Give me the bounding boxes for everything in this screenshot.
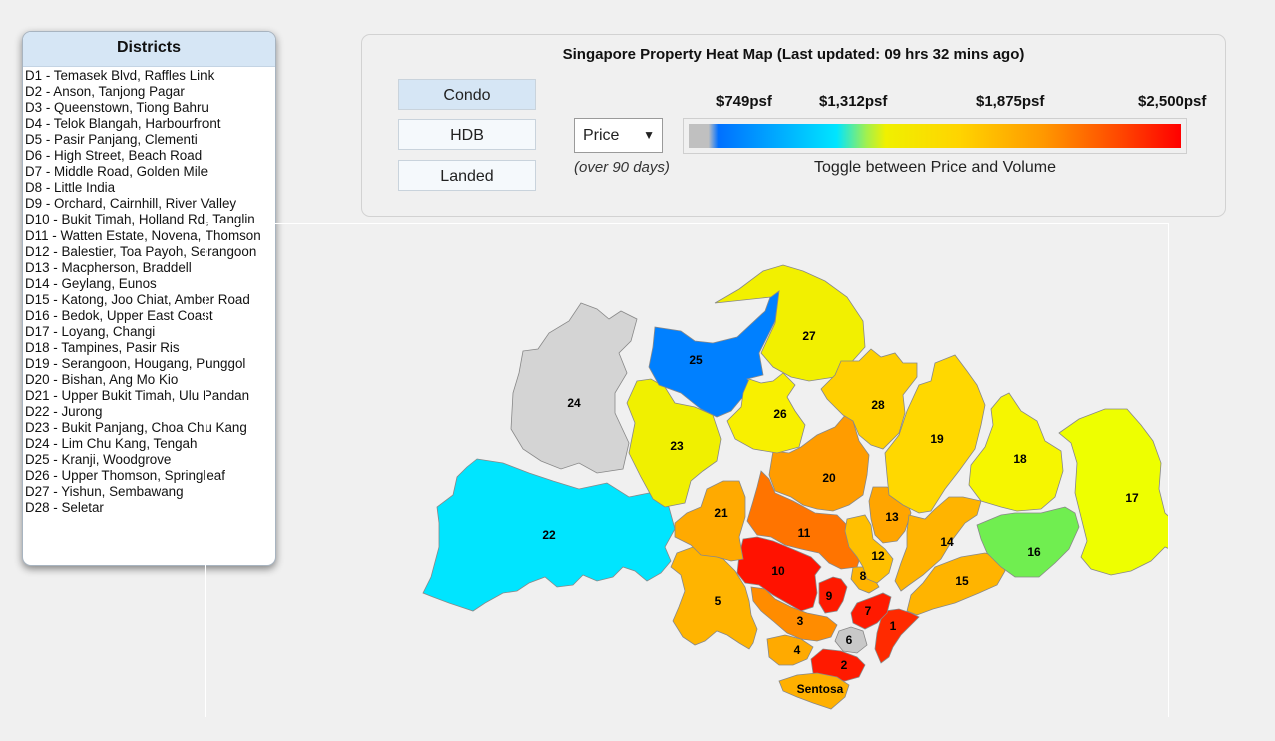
- district-list-item: D5 - Pasir Panjang, Clementi: [25, 132, 198, 147]
- district-20-region[interactable]: [768, 412, 870, 512]
- district-4-region[interactable]: [766, 634, 814, 666]
- district-9-region[interactable]: [818, 576, 848, 614]
- district-12-region[interactable]: [844, 514, 894, 584]
- district-list-item: D7 - Middle Road, Golden Mile: [25, 164, 209, 179]
- district-list-item: D28 - Seletar: [25, 500, 104, 515]
- district-24-region[interactable]: [510, 302, 638, 474]
- districts-title: Districts: [23, 32, 275, 67]
- district-list-item: D13 - Macpherson, Braddell: [25, 260, 192, 275]
- legend-label-max: $2,500psf: [1138, 93, 1207, 110]
- metric-select-value: Price: [583, 127, 620, 144]
- legend-color-scale[interactable]: [683, 118, 1187, 154]
- district-list-item: D12 - Balestier, Toa Payoh, Serangoon: [25, 244, 257, 259]
- district-14-region[interactable]: [894, 496, 982, 592]
- district-26-region[interactable]: [726, 372, 806, 454]
- district-list-item: D17 - Loyang, Changi: [25, 324, 156, 339]
- singapore-district-map: 1234567891011121314151617181920212223242…: [422, 264, 1168, 710]
- districts-panel: Districts D1 - Temasek Blvd, Raffles Lin…: [22, 31, 276, 566]
- district-list-item: D23 - Bukit Panjang, Choa Chu Kang: [25, 420, 247, 435]
- district-16-region[interactable]: [976, 506, 1080, 578]
- heatmap-title: Singapore Property Heat Map (Last update…: [562, 46, 1025, 63]
- period-note: (over 90 days): [574, 159, 670, 176]
- condo-button[interactable]: Condo: [398, 79, 536, 110]
- district-list-item: D18 - Tampines, Pasir Ris: [25, 340, 180, 355]
- district-28-region[interactable]: [820, 348, 918, 450]
- district-3-region[interactable]: [750, 586, 838, 642]
- district-19-region[interactable]: [884, 354, 986, 514]
- district-list-item: D15 - Katong, Joo Chiat, Amber Road: [25, 292, 250, 307]
- district-list-item: D20 - Bishan, Ang Mo Kio: [25, 372, 179, 387]
- district-list-item: D1 - Temasek Blvd, Raffles Link: [25, 68, 215, 83]
- legend-caption: Toggle between Price and Volume: [814, 159, 1056, 176]
- district-list-item: D21 - Upper Bukit Timah, Ulu Pandan: [25, 388, 250, 403]
- district-21-region[interactable]: [674, 480, 746, 562]
- district-10-region[interactable]: [736, 536, 822, 612]
- district-list-item: D14 - Geylang, Eunos: [25, 276, 157, 291]
- district-7-region[interactable]: [850, 592, 892, 630]
- district-18-region[interactable]: [968, 392, 1064, 512]
- district-17-region[interactable]: [1058, 408, 1168, 576]
- district-list-item: D3 - Queenstown, Tiong Bahru: [25, 100, 209, 115]
- legend-label-high: $1,875psf: [976, 93, 1045, 110]
- controls-panel: Singapore Property Heat Map (Last update…: [361, 34, 1226, 217]
- metric-select[interactable]: Price ▼: [574, 118, 663, 153]
- district-11-region[interactable]: [746, 470, 862, 570]
- district-list-item: D2 - Anson, Tanjong Pagar: [25, 84, 185, 99]
- map-area: 1 2 3 4 5 6 7 8 9 10 11 12 13 14 15 16 17 18 19 20 21 22 23 24 2…: [205, 223, 1169, 717]
- district-22-region[interactable]: [422, 458, 676, 612]
- legend-gradient-bar: [689, 124, 1181, 148]
- district-list-item: D27 - Yishun, Sembawang: [25, 484, 184, 499]
- district-list-item: D25 - Kranji, Woodgrove: [25, 452, 172, 467]
- district-23-region[interactable]: [626, 378, 722, 508]
- district-list-item: D22 - Jurong: [25, 404, 103, 419]
- district-list-item: D19 - Serangoon, Hougang, Punggol: [25, 356, 246, 371]
- district-list-item: D6 - High Street, Beach Road: [25, 148, 203, 163]
- district-6-region[interactable]: [834, 626, 868, 654]
- district-list-item: D8 - Little India: [25, 180, 116, 195]
- district-list-item: D9 - Orchard, Cairnhill, River Valley: [25, 196, 237, 211]
- district-list-item: D4 - Telok Blangah, Harbourfront: [25, 116, 221, 131]
- district-list-item: D24 - Lim Chu Kang, Tengah: [25, 436, 198, 451]
- landed-button[interactable]: Landed: [398, 160, 536, 191]
- district-list: D1 - Temasek Blvd, Raffles Link D2 - Anso…: [23, 67, 275, 516]
- hdb-button[interactable]: HDB: [398, 119, 536, 150]
- district-5-region[interactable]: [670, 546, 758, 650]
- district-list-item: D16 - Bedok, Upper East Coast: [25, 308, 213, 323]
- district-list-item: D26 - Upper Thomson, Springleaf: [25, 468, 225, 483]
- district-list-item: D10 - Bukit Timah, Holland Rd, Tanglin: [25, 212, 255, 227]
- caret-down-icon: ▼: [643, 128, 655, 142]
- legend-label-low: $1,312psf: [819, 93, 888, 110]
- sentosa-region[interactable]: [778, 672, 850, 710]
- district-list-item: D11 - Watten Estate, Novena, Thomson: [25, 228, 261, 243]
- legend-label-min: $749psf: [716, 93, 772, 110]
